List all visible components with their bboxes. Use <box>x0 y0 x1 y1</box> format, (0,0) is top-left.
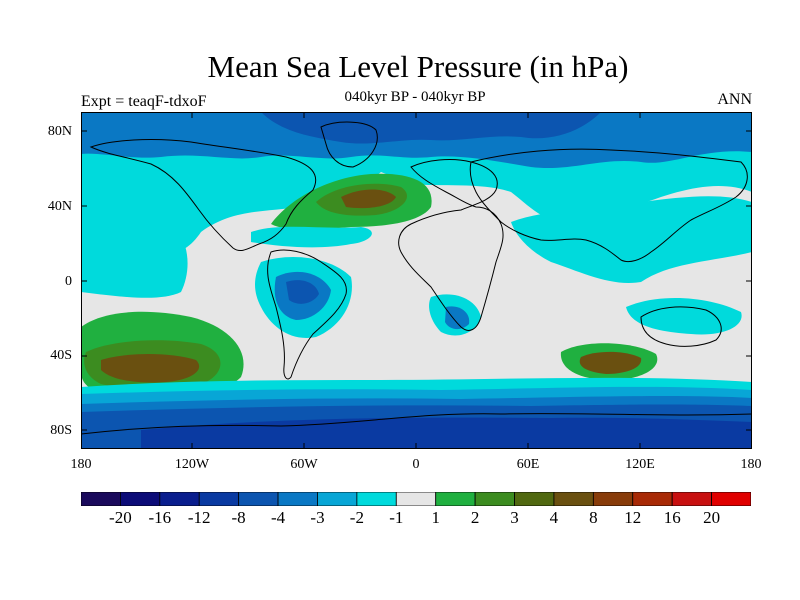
australia-coast <box>640 306 722 347</box>
colorbar-swatch <box>553 492 594 506</box>
tropical-atlantic-negative <box>251 226 372 248</box>
colorbar-swatch <box>356 492 397 506</box>
experiment-label: Expt = teaqF-tdxoF <box>81 93 207 110</box>
colorbar-swatch <box>277 492 318 506</box>
lon-label: 60W <box>290 457 318 472</box>
colorbar <box>81 492 751 506</box>
lon-label: 0 <box>412 457 420 472</box>
north-pacific-negative <box>81 210 188 298</box>
colorbar-label: 4 <box>549 508 559 527</box>
colorbar-label: -1 <box>389 508 404 527</box>
colorbar-swatch <box>159 492 200 506</box>
colorbar-swatch <box>474 492 515 506</box>
colorbar-swatch <box>711 492 751 506</box>
lat-label: 80N <box>47 124 72 139</box>
colorbar-label: -3 <box>310 508 325 527</box>
colorbar-label: 1 <box>431 508 440 527</box>
map-title: Mean Sea Level Pressure (in hPa) <box>207 49 629 84</box>
colorbar-label: -20 <box>109 508 132 527</box>
colorbar-swatch <box>671 492 712 506</box>
south-america-negative-strong <box>286 280 319 304</box>
lat-label: 80S <box>50 423 72 438</box>
colorbar-swatch <box>395 492 437 506</box>
lat-label: 40S <box>50 348 72 363</box>
arctic-negative-strong <box>261 112 601 144</box>
colorbar-label: 3 <box>510 508 519 527</box>
south-pacific-positive-core <box>101 354 200 383</box>
north-america-coast <box>89 139 317 251</box>
colorbar-label: 16 <box>663 508 681 527</box>
lon-ticks <box>191 112 641 449</box>
colorbar-label: 12 <box>624 508 642 527</box>
colorbar-swatch <box>435 492 476 506</box>
lon-label: 120E <box>625 457 655 472</box>
south-africa-negative-mid <box>445 306 470 330</box>
colorbar-label: -16 <box>148 508 172 527</box>
colorbar-swatch <box>120 492 161 506</box>
colorbar-label: 20 <box>703 508 721 527</box>
colorbar-label: 8 <box>589 508 598 527</box>
colorbar-swatch <box>592 492 634 506</box>
pressure-anomaly-map <box>81 112 752 449</box>
colorbar-swatch <box>632 492 673 506</box>
lon-label: 180 <box>740 457 762 472</box>
colorbar-label: -12 <box>187 508 211 527</box>
lat-label: 40N <box>47 199 72 214</box>
colorbar-label: 2 <box>470 508 480 527</box>
south-america-coast <box>267 249 347 380</box>
antarctica-coast <box>81 413 752 435</box>
colorbar-swatch <box>238 492 279 506</box>
colorbar-label: -2 <box>349 508 364 527</box>
season-label: ANN <box>717 91 752 108</box>
colorbar-label: -8 <box>231 508 246 527</box>
lat-label: 0 <box>65 274 72 289</box>
colorbar-swatch <box>81 492 121 506</box>
north-atlantic-positive-core <box>341 189 396 209</box>
colorbar-swatch <box>317 492 358 506</box>
asia-coast <box>469 148 748 263</box>
lon-label: 120W <box>174 457 210 472</box>
greenland-coast <box>320 121 378 168</box>
map-subtitle: 040kyr BP - 040kyr BP <box>344 89 486 105</box>
asia-negative <box>511 196 752 283</box>
colorbar-swatch <box>198 492 240 506</box>
lon-label: 180 <box>70 457 92 472</box>
australia-negative <box>626 297 742 335</box>
colorbar-label: -4 <box>271 508 286 527</box>
europe-africa-coast <box>398 159 504 331</box>
south-indian-positive-core <box>579 351 642 374</box>
colorbar-swatch <box>514 492 555 506</box>
lat-ticks <box>81 130 752 431</box>
arctic-negative <box>81 112 752 169</box>
coastlines <box>81 121 752 435</box>
lon-label: 60E <box>516 457 540 472</box>
